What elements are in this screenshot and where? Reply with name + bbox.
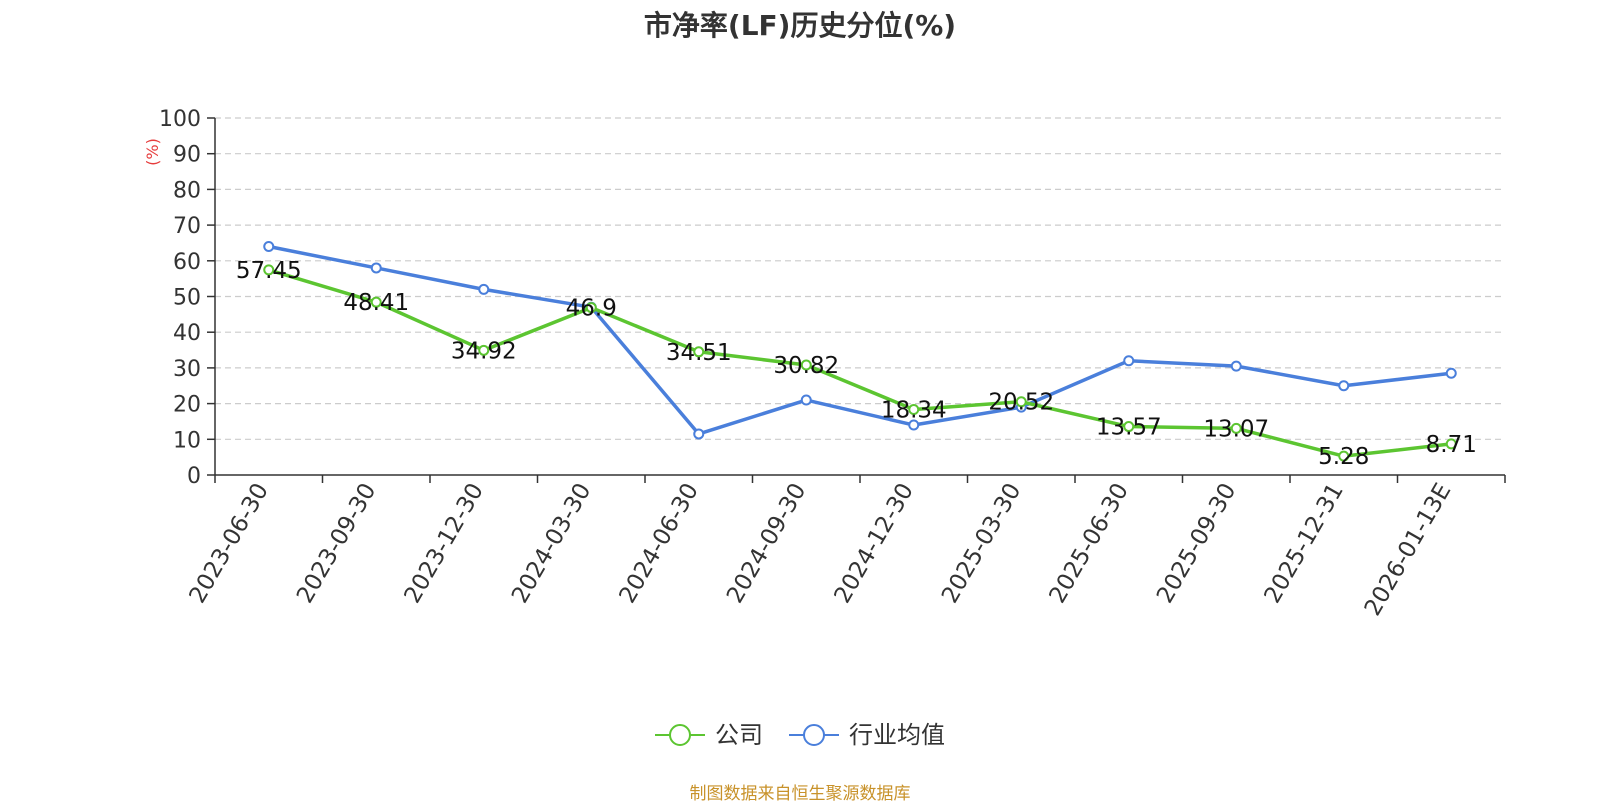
x-tick-label: 2024-12-30 [830, 479, 919, 608]
data-point [370, 262, 382, 274]
legend-industry-marker-icon [789, 724, 839, 746]
data-label: 57.45 [236, 258, 302, 284]
data-point [1123, 355, 1135, 367]
data-point [263, 264, 275, 276]
y-tick-label: 100 [159, 107, 201, 132]
data-point [478, 344, 490, 356]
legend-label-industry: 行业均值 [849, 721, 945, 749]
data-label: 20.52 [988, 390, 1054, 416]
x-tick-label: 2024-06-30 [615, 479, 704, 608]
y-tick-label: 70 [173, 214, 201, 239]
data-point [263, 241, 275, 253]
data-label: 18.34 [881, 398, 947, 424]
x-tick-label: 2025-06-30 [1045, 479, 1134, 608]
y-axis-label: (%) [143, 138, 162, 166]
legend-item-industry[interactable]: 行业均值 [789, 722, 945, 748]
y-tick-label: 40 [173, 321, 201, 346]
source-note: 制图数据来自恒生聚源数据库 [689, 784, 911, 804]
data-point [1123, 421, 1135, 433]
data-label: 46.9 [566, 296, 617, 322]
data-point [908, 404, 920, 416]
data-label: 13.07 [1203, 416, 1269, 442]
data-point [693, 346, 705, 358]
y-tick-label: 10 [173, 428, 201, 453]
data-point [585, 302, 597, 314]
data-point [800, 394, 812, 406]
data-point [1445, 438, 1457, 450]
data-point [908, 419, 920, 431]
x-tick-label: 2023-12-30 [400, 479, 489, 608]
series-line [268, 268, 1452, 458]
grid-lines [215, 117, 1505, 440]
data-point [478, 283, 490, 295]
x-tick-label: 2025-09-30 [1152, 479, 1241, 608]
x-tick-label: 2024-03-30 [507, 479, 596, 608]
y-tick-label: 80 [173, 178, 201, 203]
data-label: 48.41 [343, 290, 409, 316]
y-tick-label: 0 [187, 464, 201, 489]
y-tick-label: 60 [173, 250, 201, 275]
y-tick-label: 30 [173, 357, 201, 382]
x-tick-label: 2023-09-30 [292, 479, 381, 608]
legend-label-company: 公司 [715, 721, 763, 749]
y-tick-label: 20 [173, 393, 201, 418]
data-point [370, 296, 382, 308]
data-point [1338, 380, 1350, 392]
x-tick-label: 2023-06-30 [185, 479, 274, 608]
data-labels: 57.45 48.41 34.92 46.9 34.51 30.82 18.34 20.52 1… [236, 258, 1477, 470]
data-point [800, 359, 812, 371]
data-label: 5.28 [1318, 444, 1369, 470]
data-point [1230, 422, 1242, 434]
chart-title: 市净率(LF)历史分位(%) [643, 9, 957, 42]
data-point [693, 428, 705, 440]
data-label: 34.92 [451, 338, 517, 364]
y-tick-label: 50 [173, 286, 201, 311]
series-lines [263, 241, 1457, 462]
data-label: 13.57 [1096, 415, 1162, 441]
x-tick-label: 2025-12-31 [1260, 479, 1349, 608]
data-label: 34.51 [666, 340, 732, 366]
y-tick-label: 90 [173, 143, 201, 168]
data-label: 30.82 [773, 353, 839, 379]
series-line [268, 244, 1452, 436]
data-point [1445, 367, 1457, 379]
x-tick-label: 2026-01-13E [1360, 479, 1457, 620]
legend: 公司 行业均值 [0, 722, 1600, 748]
x-tick-label: 2024-09-30 [722, 479, 811, 608]
x-tick-label: 2025-03-30 [937, 479, 1026, 608]
data-point [1015, 396, 1027, 408]
legend-company-marker-icon [655, 724, 705, 746]
legend-item-company[interactable]: 公司 [655, 722, 763, 748]
data-point [1230, 360, 1242, 372]
data-point [1338, 450, 1350, 462]
data-label: 8.71 [1426, 432, 1477, 458]
